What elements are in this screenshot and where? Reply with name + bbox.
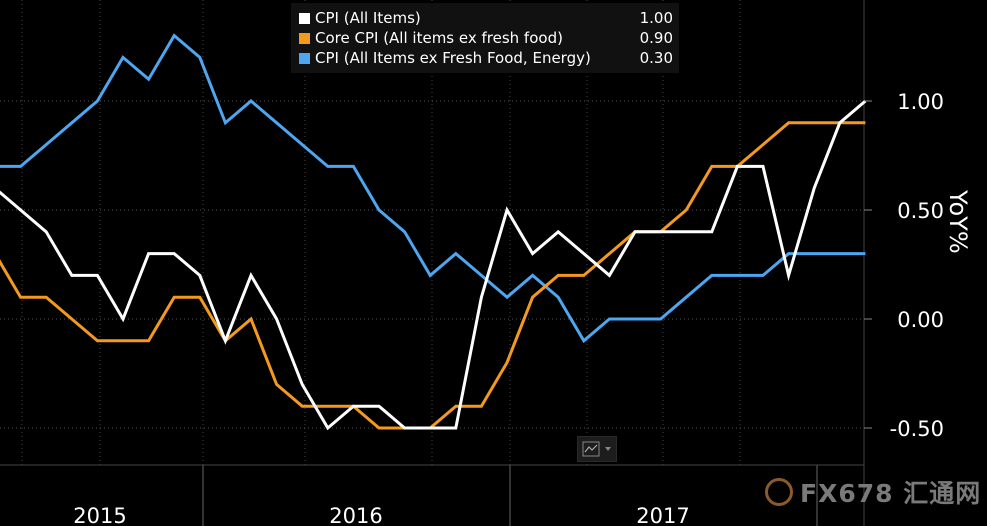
year-label-1: 2016 — [329, 504, 382, 526]
watermark: FX678 汇通网 — [800, 479, 982, 508]
series-line-2 — [0, 33, 866, 344]
legend-swatch-cpi — [299, 13, 310, 24]
x-year-labels: 2015 2016 2017 — [73, 504, 689, 526]
legend-label-cpi: CPI (All Items) — [315, 9, 421, 27]
y-tick-label-2: 0.00 — [897, 308, 944, 332]
chart-type-button[interactable] — [577, 436, 617, 462]
legend-value-core-cpi: 0.90 — [639, 29, 673, 47]
year-label-2: 2017 — [636, 504, 689, 526]
legend: CPI (All Items) 1.00 Core CPI (All items… — [291, 3, 679, 73]
y-tick-label-0: 1.00 — [897, 90, 944, 114]
y-tick-label-3: -0.50 — [890, 417, 944, 441]
year-label-0: 2015 — [73, 504, 126, 526]
legend-label-core-core-cpi: CPI (All Items ex Fresh Food, Energy) — [315, 49, 591, 67]
y-tick-label-1: 0.50 — [897, 199, 944, 223]
legend-swatch-core-cpi — [299, 33, 310, 44]
legend-value-core-core-cpi: 0.30 — [639, 49, 673, 67]
series-line-0 — [0, 99, 867, 431]
y-tick-labels: 1.00 0.50 0.00 -0.50 — [864, 90, 944, 441]
chevron-down-icon — [605, 447, 611, 451]
watermark-logo-icon — [765, 478, 793, 506]
y-axis-title: YoY% — [944, 190, 972, 254]
series-lines — [0, 33, 867, 431]
legend-label-core-cpi: Core CPI (All items ex fresh food) — [315, 29, 563, 47]
legend-value-cpi: 1.00 — [639, 9, 673, 27]
year-dividers — [21, 0, 818, 526]
line-chart-icon — [582, 441, 611, 457]
legend-swatch-core-core-cpi — [299, 53, 310, 64]
